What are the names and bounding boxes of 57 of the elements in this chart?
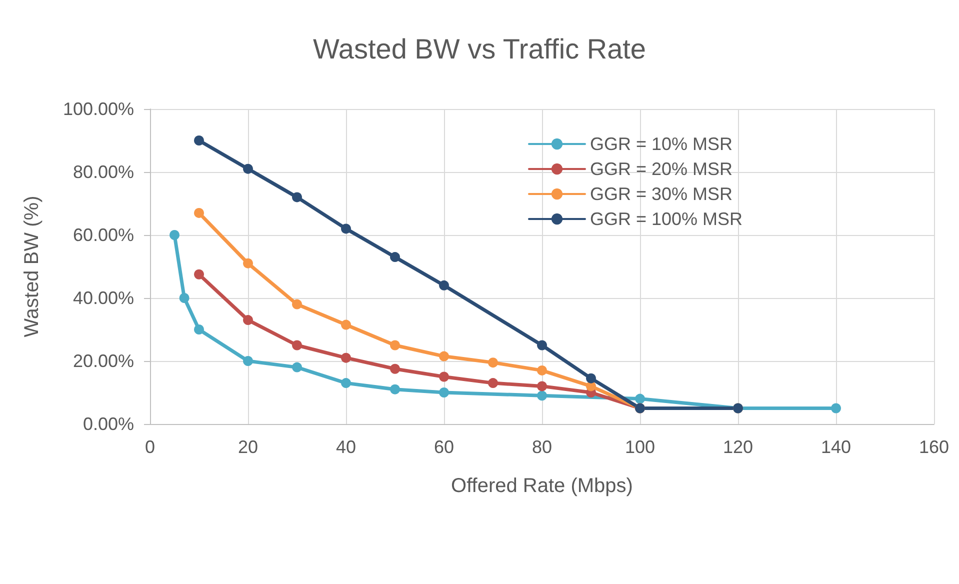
point bbox=[488, 378, 498, 388]
point bbox=[439, 372, 449, 382]
point bbox=[586, 373, 596, 384]
point bbox=[635, 394, 645, 404]
point bbox=[390, 384, 400, 394]
y-axis-title: Wasted BW (%) bbox=[21, 196, 43, 338]
point bbox=[831, 403, 841, 414]
point bbox=[537, 340, 547, 350]
y-tick-label: 80.00% bbox=[72, 162, 134, 182]
x-tick-label: 120 bbox=[722, 437, 754, 457]
point bbox=[341, 224, 351, 234]
point bbox=[243, 258, 253, 268]
point bbox=[390, 340, 400, 350]
point bbox=[341, 378, 351, 388]
point bbox=[439, 280, 449, 290]
x-tick-label: 20 bbox=[238, 437, 258, 457]
x-tick-label: 40 bbox=[336, 437, 356, 457]
point bbox=[537, 365, 547, 376]
point bbox=[341, 320, 351, 330]
point bbox=[537, 381, 547, 392]
x-tick-label: 160 bbox=[918, 437, 950, 457]
point bbox=[292, 192, 302, 202]
point bbox=[292, 362, 302, 372]
point bbox=[292, 299, 302, 310]
legend-label: GGR = 30% MSR bbox=[590, 184, 733, 204]
x-tick-label: 140 bbox=[820, 437, 852, 457]
y-tick-label: 40.00% bbox=[72, 288, 134, 308]
y-tick-label: 100.00% bbox=[62, 99, 134, 119]
point bbox=[194, 208, 204, 218]
point bbox=[243, 315, 253, 326]
x-axis-title: Offered Rate (Mbps) bbox=[451, 475, 633, 497]
point bbox=[194, 136, 204, 146]
point bbox=[292, 340, 302, 350]
legend-label: GGR = 20% MSR bbox=[590, 159, 733, 179]
point bbox=[194, 269, 204, 280]
point bbox=[439, 351, 449, 362]
chart-title: Wasted BW vs Traffic Rate bbox=[313, 34, 646, 64]
legend-label: GGR = 100% MSR bbox=[590, 209, 743, 229]
point bbox=[439, 388, 449, 398]
point bbox=[537, 390, 547, 401]
x-tick-label: 100 bbox=[624, 437, 656, 457]
y-tick-label: 0.00% bbox=[82, 414, 134, 434]
x-tick-label: 60 bbox=[434, 437, 454, 457]
point bbox=[243, 164, 253, 174]
point bbox=[390, 364, 400, 374]
point bbox=[170, 230, 180, 240]
point bbox=[243, 356, 253, 366]
x-tick-label: 0 bbox=[144, 437, 156, 457]
point bbox=[341, 352, 351, 363]
point bbox=[390, 252, 400, 262]
y-tick-label: 60.00% bbox=[72, 225, 134, 245]
point bbox=[194, 324, 204, 334]
y-tick-label: 20.00% bbox=[72, 351, 134, 371]
point bbox=[179, 293, 190, 303]
legend-label: GGR = 10% MSR bbox=[590, 134, 733, 154]
point bbox=[488, 358, 498, 368]
x-tick-label: 80 bbox=[532, 437, 552, 457]
